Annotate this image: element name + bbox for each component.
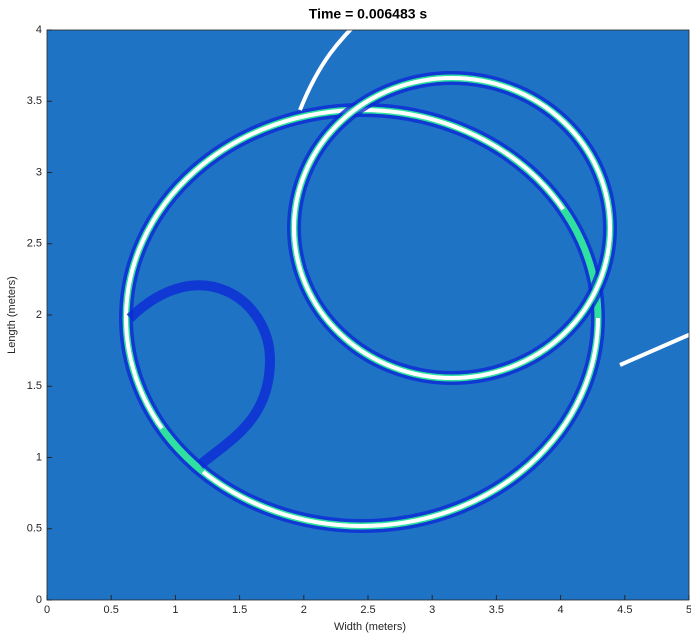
x-tick-label: 2.5 xyxy=(360,604,375,616)
x-tick-label: 2 xyxy=(301,604,307,616)
x-tick-label: 5 xyxy=(686,604,691,616)
y-tick-label: 0.5 xyxy=(27,523,42,535)
field-image xyxy=(47,30,689,600)
x-axis-label: Width (meters) xyxy=(334,621,406,633)
y-tick-label: 3 xyxy=(36,166,42,178)
x-tick-label: 0.5 xyxy=(104,604,119,616)
x-tick-label: 0 xyxy=(44,604,50,616)
y-axis-label: Length (meters) xyxy=(6,276,18,354)
x-tick-label: 1.5 xyxy=(232,604,247,616)
y-tick-label: 3.5 xyxy=(27,95,42,107)
wavefronts xyxy=(119,30,689,533)
y-tick-label: 2.5 xyxy=(27,238,42,250)
x-tick-label: 3.5 xyxy=(489,604,504,616)
y-tick-label: 0 xyxy=(36,594,42,606)
x-tick-label: 3 xyxy=(429,604,435,616)
y-tick-label: 1.5 xyxy=(27,380,42,392)
x-tick-label: 1 xyxy=(172,604,178,616)
y-tick-label: 1 xyxy=(36,451,42,463)
chart-title: Time = 0.006483 s xyxy=(309,6,428,22)
x-tick-label: 4 xyxy=(558,604,564,616)
y-tick-label: 4 xyxy=(36,24,42,36)
y-tick-label: 2 xyxy=(36,309,42,321)
x-tick-label: 4.5 xyxy=(617,604,632,616)
